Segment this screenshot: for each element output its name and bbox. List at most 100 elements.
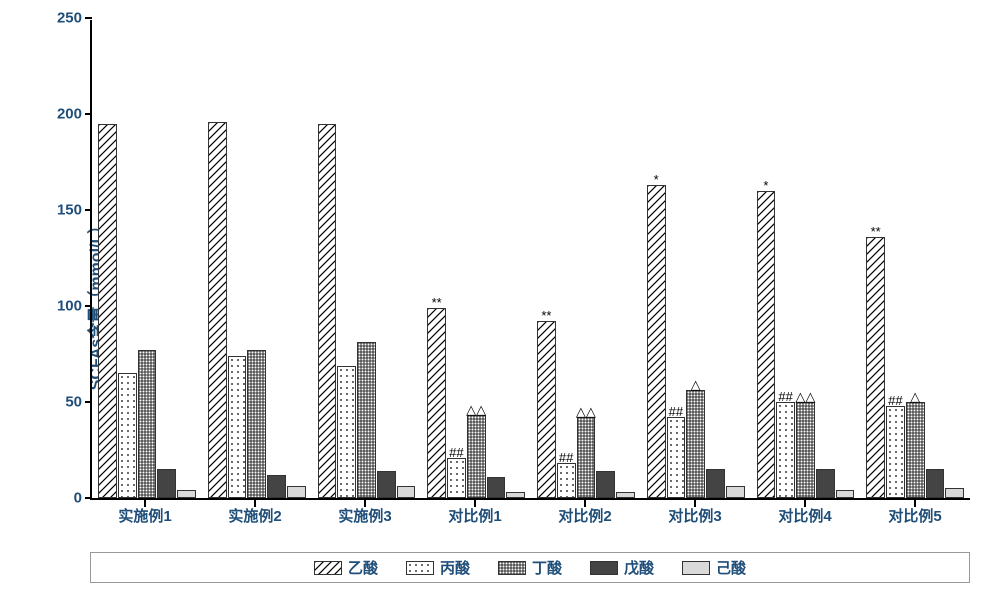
bar-fill — [777, 403, 794, 497]
bar-valeric — [377, 471, 396, 498]
x-tick-mark — [584, 500, 586, 507]
significance-marker: ## — [778, 390, 792, 403]
legend-item: 己酸 — [682, 557, 746, 578]
bar-caproic — [945, 488, 964, 498]
significance-marker: ## — [559, 451, 573, 464]
bar-butyric — [138, 350, 157, 498]
legend-swatch — [406, 561, 434, 575]
bar-acetic: ** — [866, 237, 885, 498]
bar-valeric — [816, 469, 835, 498]
bar-propionic: ## — [776, 402, 795, 498]
bar-fill — [927, 470, 944, 497]
x-tick-text: 对比例2 — [558, 508, 611, 525]
bar-fill — [797, 403, 814, 497]
bar-valeric — [487, 477, 506, 498]
legend-item: 乙酸 — [314, 557, 378, 578]
bar-butyric: △△ — [467, 415, 486, 498]
bar-acetic: ** — [537, 321, 556, 498]
x-tick-mark — [474, 500, 476, 507]
x-tick-label: 对比例3 — [640, 505, 750, 526]
bar-fill — [338, 367, 355, 497]
bar-fill — [229, 357, 246, 497]
bar-fill — [887, 407, 904, 497]
x-tick-text: 实施例1 — [118, 508, 171, 525]
bar-valeric — [596, 471, 615, 498]
bar-butyric: △△ — [796, 402, 815, 498]
bar-group — [202, 20, 312, 498]
significance-marker: ** — [432, 296, 442, 309]
legend: 乙酸 丙酸 丁酸 戊酸 己酸 — [90, 552, 970, 583]
bar-propionic: ## — [667, 417, 686, 498]
legend-swatch — [590, 561, 618, 575]
x-tick-text: 对比例5 — [888, 508, 941, 525]
bar-fill — [178, 491, 195, 497]
bar-fill — [578, 418, 595, 497]
significance-marker: ## — [449, 446, 463, 459]
legend-label: 戊酸 — [624, 557, 654, 578]
significance-marker: * — [763, 179, 768, 192]
bar-acetic: * — [757, 191, 776, 498]
bar-fill — [119, 374, 136, 497]
bar-acetic — [318, 124, 337, 498]
legend-swatch — [682, 561, 710, 575]
significance-marker: ** — [871, 225, 881, 238]
significance-marker: △ — [691, 378, 701, 391]
bar-fill — [378, 472, 395, 497]
x-tick-label: 对比例4 — [750, 505, 860, 526]
bar-group: **##△ — [860, 20, 970, 498]
bar-fill — [209, 123, 226, 497]
bar-fill — [158, 470, 175, 497]
bar-caproic — [836, 490, 855, 498]
y-tick-mark — [85, 401, 92, 403]
legend-label: 乙酸 — [348, 557, 378, 578]
bar-propionic — [337, 366, 356, 498]
legend-item: 丙酸 — [406, 557, 470, 578]
legend-item: 丁酸 — [498, 557, 562, 578]
bar-fill — [398, 487, 415, 497]
x-tick-text: 实施例2 — [228, 508, 281, 525]
bar-fill — [946, 489, 963, 497]
bar-fill — [319, 125, 336, 497]
x-tick-label: 对比例2 — [530, 505, 640, 526]
bar-group — [312, 20, 422, 498]
bar-fill — [248, 351, 265, 497]
bar-fill — [428, 309, 445, 497]
significance-marker: ## — [669, 405, 683, 418]
x-tick-mark — [254, 500, 256, 507]
x-tick-text: 对比例4 — [778, 508, 831, 525]
legend-label: 丁酸 — [532, 557, 562, 578]
legend-swatch — [498, 561, 526, 575]
bar-butyric — [357, 342, 376, 498]
bar-caproic — [616, 492, 635, 498]
bar-fill — [867, 238, 884, 497]
y-tick-mark — [85, 305, 92, 307]
bar-propionic: ## — [447, 458, 466, 498]
x-tick-label: 实施例3 — [310, 505, 420, 526]
bar-fill — [817, 470, 834, 497]
bar-butyric: △ — [686, 390, 705, 498]
bar-caproic — [177, 490, 196, 498]
bar-acetic: ** — [427, 308, 446, 498]
bar-fill — [288, 487, 305, 497]
bar-butyric: △△ — [577, 417, 596, 498]
bar-fill — [668, 418, 685, 497]
bar-caproic — [397, 486, 416, 498]
bar-propionic — [118, 373, 137, 498]
bar-fill — [139, 351, 156, 497]
bar-group: **## △△ — [531, 20, 641, 498]
x-tick-text: 对比例3 — [668, 508, 721, 525]
plot-area: 050100150200250 **##△△**##△△*##△*##△△**#… — [90, 20, 970, 500]
bar-fill — [687, 391, 704, 497]
bar-fill — [507, 493, 524, 497]
bar-fill — [907, 403, 924, 497]
x-tick-label: 实施例2 — [200, 505, 310, 526]
y-tick-mark — [85, 17, 92, 19]
significance-marker: △△ — [576, 405, 596, 418]
bar-group: **##△△ — [421, 20, 531, 498]
bar-group — [92, 20, 202, 498]
x-tick-text: 对比例1 — [448, 508, 501, 525]
significance-marker: △△ — [795, 390, 815, 403]
x-tick-label: 对比例5 — [860, 505, 970, 526]
legend-item: 戊酸 — [590, 557, 654, 578]
bar-propionic: ## — [886, 406, 905, 498]
